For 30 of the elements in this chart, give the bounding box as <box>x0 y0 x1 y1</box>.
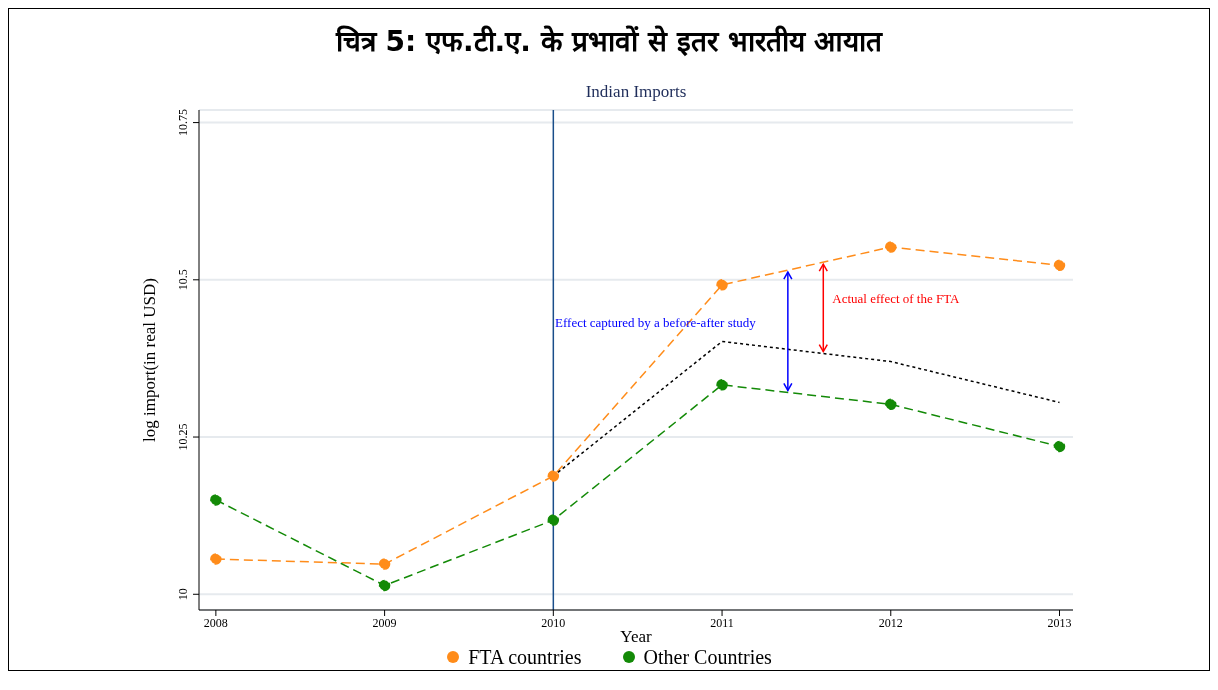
y-tick-label: 10.75 <box>176 109 190 137</box>
x-tick-label: 2011 <box>710 615 734 630</box>
annotation: Effect captured by a before-after study <box>555 315 757 331</box>
point <box>547 514 560 526</box>
y-axis-title: log import(in real USD) <box>140 278 160 442</box>
x-tick-label: 2010 <box>541 615 566 630</box>
y-tick-label: 10.25 <box>176 423 190 451</box>
legend-label: FTA countries <box>468 645 582 669</box>
point <box>210 553 222 565</box>
point <box>378 579 391 592</box>
chart-title: चित्र 5: एफ.टी.ए. के प्रभावों से इतर भारतीय आयात <box>334 23 884 60</box>
point <box>885 241 897 253</box>
annotation: Actual effect of the FTA <box>832 291 961 307</box>
point <box>1053 440 1066 453</box>
point <box>378 558 391 570</box>
x-axis-title: Year <box>620 627 652 646</box>
point <box>716 279 728 291</box>
x-tick-label: 2008 <box>203 615 228 630</box>
point <box>1053 259 1066 272</box>
x-tick-label: 2009 <box>372 615 397 630</box>
point <box>716 379 728 391</box>
y-tick-label: 10.5 <box>176 269 190 291</box>
y-tick-label: 10 <box>176 588 190 601</box>
x-tick-label: 2012 <box>878 615 903 630</box>
point <box>547 470 560 482</box>
x-tick-label: 2013 <box>1047 615 1072 630</box>
point <box>885 398 897 411</box>
legend-label: Other Countries <box>643 645 772 669</box>
point <box>210 494 222 506</box>
chart-subtitle: Indian Imports <box>584 82 688 102</box>
